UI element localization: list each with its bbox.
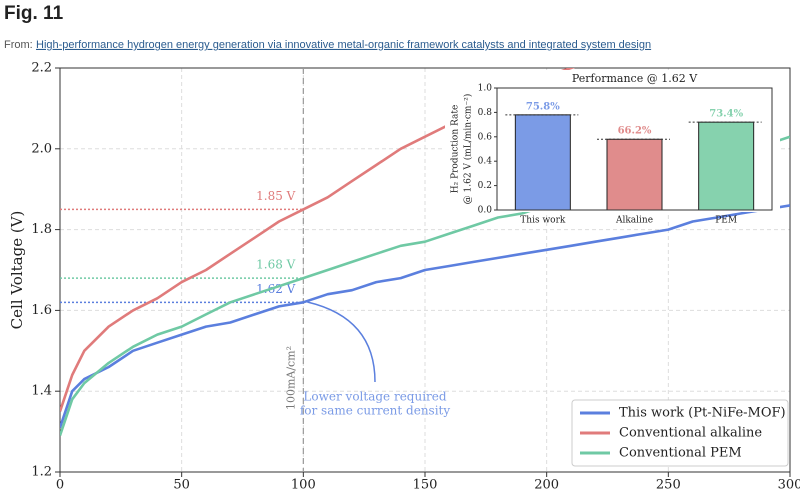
- inset-title: Performance @ 1.62 V: [572, 72, 698, 85]
- annotation-text: for same current density: [300, 404, 451, 418]
- y-tick-label: 2.2: [31, 61, 52, 76]
- inset-y-tick-label: 0.6: [478, 132, 493, 142]
- legend-box: [571, 399, 789, 467]
- inset-x-tick-label: PEM: [715, 216, 737, 226]
- y-tick-label: 1.8: [31, 222, 52, 237]
- x-tick-label: 200: [534, 478, 559, 493]
- inset-bar-annotation: 73.4%: [709, 109, 743, 120]
- x-tick-label: 50: [173, 478, 190, 493]
- inset-bar: [606, 138, 663, 211]
- main-chart: 1.2 1.4 1.6 1.8 2.0 2.2 0 50 100 150 200 250 300 Cell…: [8, 61, 800, 493]
- legend-label: This work (Pt-NiFe-MOF): [619, 406, 786, 421]
- series-line: [60, 204, 790, 429]
- reference-label: 1.85 V: [256, 189, 296, 203]
- reference-label: 1.68 V: [256, 258, 296, 272]
- x-tick-label: 150: [413, 478, 438, 493]
- inset-bar-annotation: 75.8%: [526, 101, 560, 112]
- inset-x-tick-label: Alkaline: [615, 216, 653, 226]
- inset-y-tick-label: 0.0: [478, 206, 493, 216]
- y-tick-label: 1.2: [31, 465, 52, 480]
- legend-label: Conventional PEM: [619, 446, 742, 461]
- inset-bar-annotation: 66.2%: [618, 126, 652, 137]
- y-tick-label: 2.0: [31, 141, 52, 156]
- inset-y-label: H₂ Production Rate: [451, 105, 461, 194]
- annotation-arrow: [307, 301, 376, 383]
- source-link[interactable]: High-performance hydrogen energy generat…: [36, 39, 651, 51]
- vertical-line-label: 100mA/cm²: [284, 346, 297, 410]
- inset-bar: [698, 121, 755, 211]
- figure-label: Fig. 11: [4, 3, 64, 24]
- inset-y-tick-label: 0.8: [478, 108, 493, 118]
- y-tick-label: 1.4: [31, 384, 52, 399]
- inset-x-tick-label: This work: [520, 216, 566, 226]
- legend-label: Conventional alkaline: [619, 426, 762, 441]
- inset-bar: [514, 114, 571, 211]
- plot-frame: [59, 67, 791, 473]
- inset-frame: [496, 87, 773, 211]
- annotation-text: Lower voltage required: [303, 390, 446, 404]
- x-tick-label: 250: [656, 478, 681, 493]
- reference-label: 1.62 V: [256, 282, 296, 296]
- y-axis-label: Cell Voltage (V): [8, 211, 26, 330]
- x-tick-label: 0: [56, 478, 64, 493]
- inset-y-label: @ 1.62 V (mL/min·cm⁻²): [463, 94, 474, 205]
- x-tick-label: 300: [778, 478, 800, 493]
- x-tick-label: 100: [291, 478, 316, 493]
- inset-y-tick-label: 1.0: [478, 84, 493, 94]
- y-tick-label: 1.6: [31, 303, 52, 318]
- inset-y-tick-label: 0.4: [478, 157, 493, 167]
- inset-y-tick-label: 0.2: [478, 181, 492, 191]
- from-label: From:: [4, 39, 33, 51]
